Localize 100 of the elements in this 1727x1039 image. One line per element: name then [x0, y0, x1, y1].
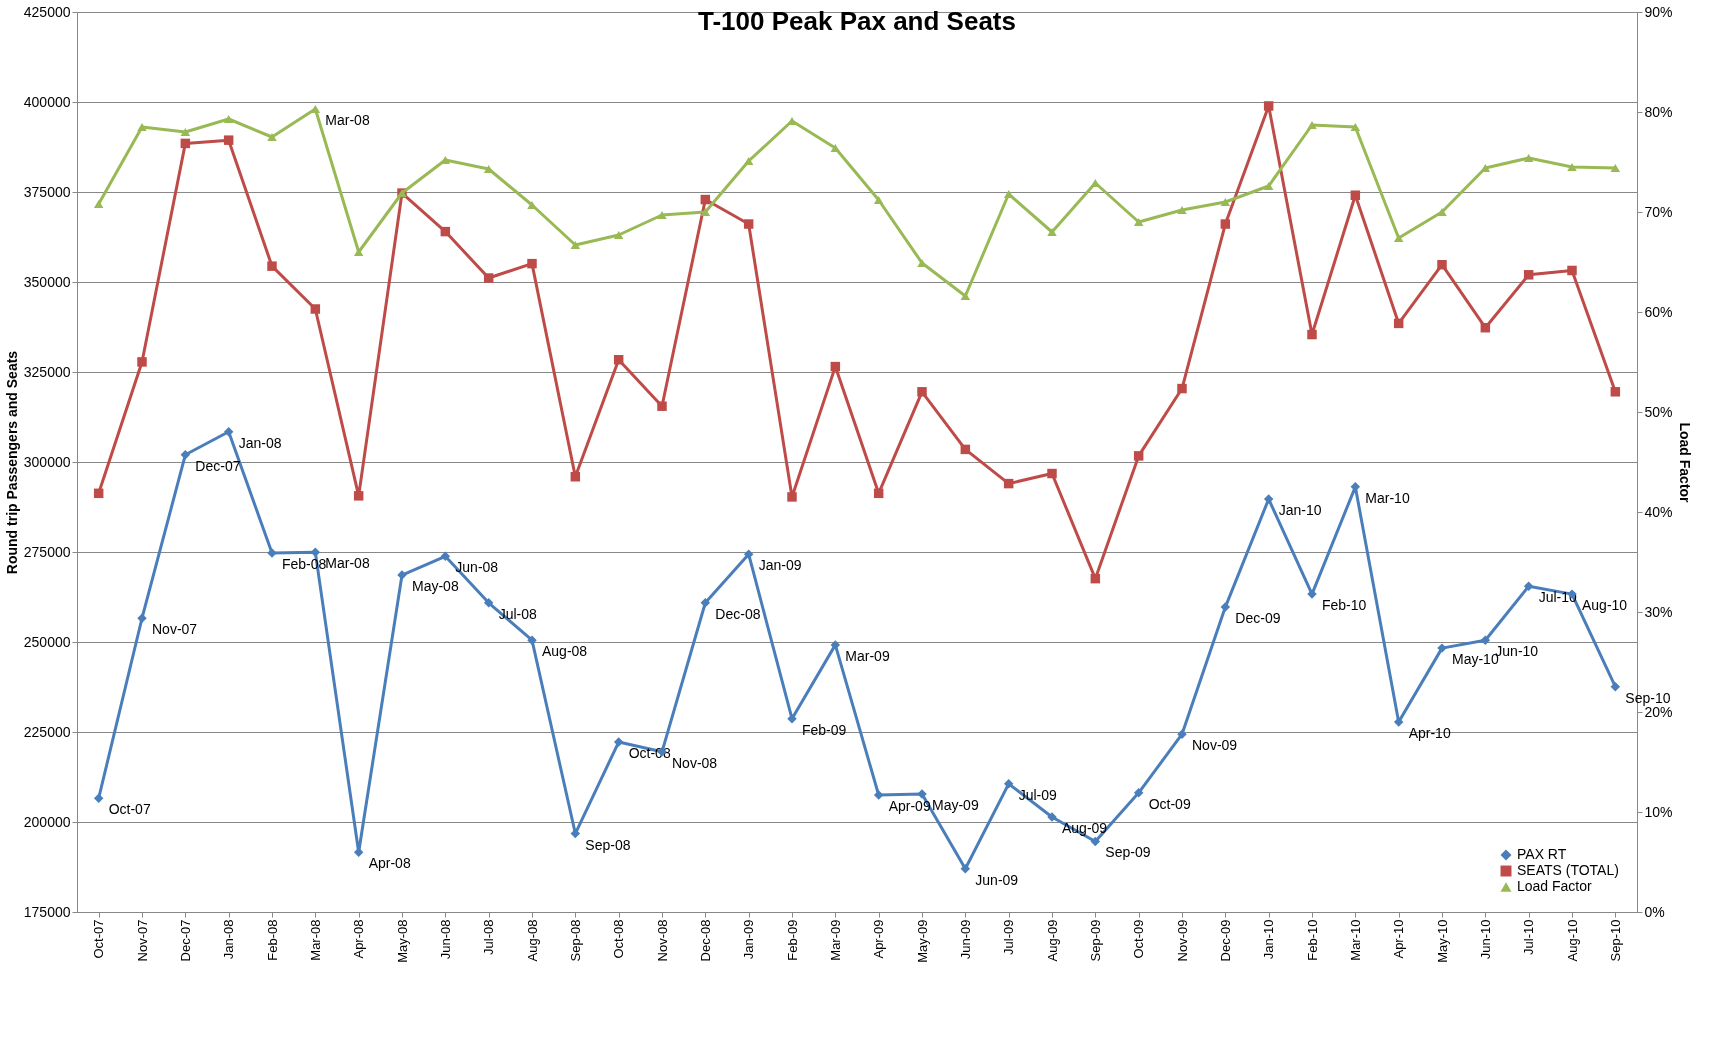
x-tick-label: Feb-08 [264, 919, 280, 961]
y2-tick-label: 10% [1644, 803, 1673, 820]
annotation: May-10 [1452, 651, 1499, 668]
y2-tick-label: 20% [1644, 703, 1673, 720]
x-tick-label: Jan-09 [741, 919, 757, 960]
legend-label: Load Factor [1517, 878, 1593, 894]
point [1090, 573, 1101, 584]
x-tick-label: Apr-09 [871, 919, 887, 959]
x-tick-label: Jul-10 [1521, 919, 1537, 955]
annotation: Sep-08 [585, 836, 631, 853]
y2-tick-label: 70% [1644, 203, 1673, 220]
annotation: Feb-09 [802, 721, 847, 738]
point [873, 790, 884, 800]
x-tick-label: Mar-09 [827, 919, 843, 961]
point [917, 387, 927, 397]
x-tick-label: Oct-08 [611, 919, 627, 959]
point [700, 207, 711, 217]
annotation: Mar-08 [325, 555, 370, 572]
x-tick-label: Feb-10 [1304, 919, 1320, 961]
annotation: Oct-09 [1148, 795, 1191, 812]
annotation: Nov-09 [1192, 737, 1238, 754]
point [353, 491, 364, 501]
x-tick-label: Sep-08 [567, 919, 583, 962]
point [830, 361, 841, 372]
y-tick-label: 350000 [23, 273, 71, 290]
point [137, 122, 147, 132]
annotation: Jun-09 [975, 871, 1019, 888]
y-tick-label: 375000 [23, 183, 71, 200]
y2-tick-label: 80% [1644, 103, 1673, 120]
annotation: Sep-10 [1625, 689, 1671, 706]
x-tick-label: Apr-10 [1391, 919, 1407, 959]
point [1133, 451, 1144, 461]
point [613, 737, 624, 747]
point [1003, 478, 1014, 489]
point [830, 143, 841, 153]
point [1047, 468, 1057, 479]
point [570, 472, 581, 482]
annotation: Nov-07 [152, 621, 198, 638]
x-tick-label: May-08 [394, 919, 410, 963]
x-tick-label: Mar-08 [307, 919, 323, 961]
x-tick-label: Jan-08 [221, 919, 237, 960]
point [180, 138, 191, 149]
point [700, 598, 711, 608]
point [1263, 494, 1274, 504]
x-tick-label: Sep-10 [1607, 919, 1623, 962]
annotation: Mar-09 [845, 647, 890, 664]
point [960, 864, 971, 874]
point [657, 401, 667, 411]
point [1567, 265, 1577, 276]
y-tick-label: 300000 [23, 453, 71, 470]
x-tick-label: Nov-07 [134, 919, 150, 962]
point [1393, 233, 1404, 243]
point [223, 427, 234, 437]
point [1133, 788, 1144, 798]
point [1610, 387, 1621, 397]
y-tick-label: 225000 [23, 723, 71, 740]
point [223, 135, 234, 145]
point [1177, 205, 1187, 215]
point [1480, 322, 1491, 333]
x-tick-label: Aug-09 [1044, 919, 1060, 962]
point [1610, 681, 1621, 692]
point [1350, 122, 1361, 132]
y2-tick-label: 50% [1644, 403, 1673, 420]
point [483, 273, 494, 283]
x-tick-label: Oct-07 [91, 919, 107, 959]
point [440, 551, 451, 562]
x-tick-label: Jun-09 [957, 919, 973, 960]
point [787, 713, 797, 724]
point [267, 261, 277, 271]
chart-title: T-100 Peak Pax and Seats [698, 6, 1016, 36]
x-tick-label: Sep-09 [1087, 919, 1103, 962]
point [613, 355, 624, 365]
legend-label: PAX RT [1517, 846, 1567, 862]
point [483, 598, 494, 608]
point [1307, 120, 1317, 130]
point [267, 132, 277, 142]
point [527, 258, 537, 269]
y-tick-label: 200000 [23, 813, 71, 830]
annotation: Jun-08 [455, 559, 499, 576]
point [1523, 270, 1534, 280]
annotation: Feb-10 [1322, 597, 1367, 614]
x-tick-label: Mar-10 [1347, 919, 1363, 961]
point [1177, 383, 1187, 394]
x-tick-label: Jul-08 [481, 919, 497, 955]
y-tick-label: 275000 [23, 543, 71, 560]
point [743, 549, 754, 559]
point [1437, 207, 1447, 217]
annotation: Dec-09 [1235, 610, 1281, 627]
annotation: Aug-10 [1582, 597, 1628, 614]
point [1220, 219, 1231, 229]
point [743, 219, 754, 229]
x-tick-label: Jul-09 [1001, 919, 1017, 955]
x-tick-label: Nov-09 [1174, 919, 1190, 962]
annotation: Sep-09 [1105, 844, 1151, 861]
point [1523, 153, 1534, 163]
point [1263, 101, 1274, 111]
x-tick-label: Jan-10 [1261, 919, 1277, 960]
point [1047, 227, 1057, 237]
point [527, 200, 537, 210]
annotation: Mar-10 [1365, 489, 1410, 506]
